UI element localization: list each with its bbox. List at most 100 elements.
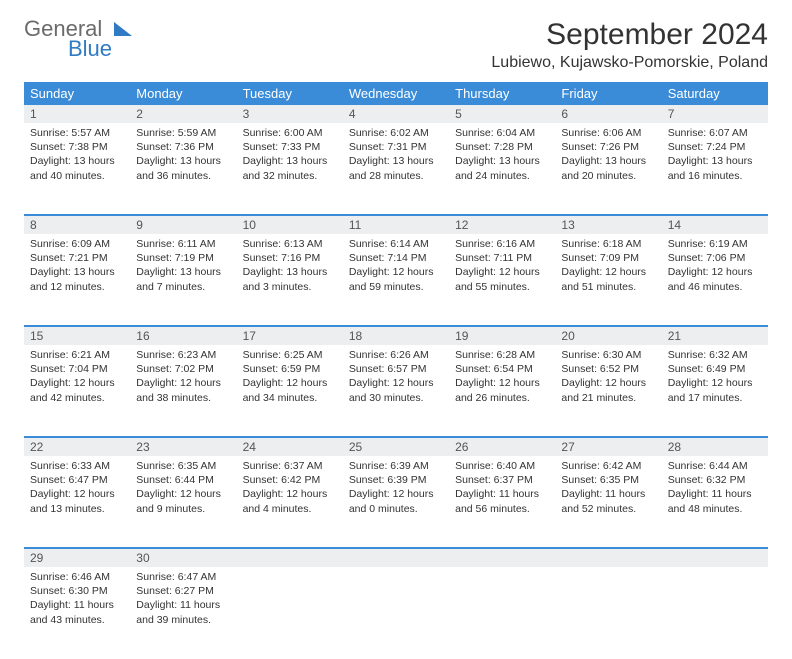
day-number: 2 [130,105,236,123]
sunset-line: Sunset: 7:21 PM [30,251,124,265]
sunrise-line: Sunrise: 5:59 AM [136,126,230,140]
location: Lubiewo, Kujawsko-Pomorskie, Poland [491,54,768,72]
col-header: Tuesday [237,82,343,105]
day-number: 22 [24,438,130,456]
sunrise-line: Sunrise: 6:00 AM [243,126,337,140]
sunset-line: Sunset: 6:32 PM [668,473,762,487]
daylight-line: Daylight: 12 hours and 59 minutes. [349,265,443,293]
day-number: 7 [662,105,768,123]
day-body: Sunrise: 6:26 AMSunset: 6:57 PMDaylight:… [343,345,449,411]
daylight-line: Daylight: 13 hours and 32 minutes. [243,154,337,182]
sunset-line: Sunset: 7:04 PM [30,362,124,376]
title-block: September 2024 Lubiewo, Kujawsko-Pomorsk… [491,18,768,72]
day-number: 16 [130,327,236,345]
daylight-line: Daylight: 12 hours and 21 minutes. [561,376,655,404]
day-number: 30 [130,549,236,567]
day-number: 3 [237,105,343,123]
day-body: Sunrise: 5:57 AMSunset: 7:38 PMDaylight:… [24,123,130,189]
daylight-line: Daylight: 13 hours and 24 minutes. [455,154,549,182]
daylight-line: Daylight: 12 hours and 9 minutes. [136,487,230,515]
sunset-line: Sunset: 6:37 PM [455,473,549,487]
daylight-line: Daylight: 12 hours and 38 minutes. [136,376,230,404]
daylight-line: Daylight: 12 hours and 0 minutes. [349,487,443,515]
sunset-line: Sunset: 6:52 PM [561,362,655,376]
daylight-line: Daylight: 12 hours and 46 minutes. [668,265,762,293]
sunset-line: Sunset: 6:59 PM [243,362,337,376]
day-number: 12 [449,216,555,234]
day-number: 24 [237,438,343,456]
sunrise-line: Sunrise: 6:16 AM [455,237,549,251]
col-header: Thursday [449,82,555,105]
col-header: Friday [555,82,661,105]
col-header: Monday [130,82,236,105]
day-body: Sunrise: 6:00 AMSunset: 7:33 PMDaylight:… [237,123,343,189]
day-body: Sunrise: 6:32 AMSunset: 6:49 PMDaylight:… [662,345,768,411]
day-body: Sunrise: 6:13 AMSunset: 7:16 PMDaylight:… [237,234,343,300]
header: General Blue September 2024 Lubiewo, Kuj… [24,18,768,72]
sunset-line: Sunset: 6:47 PM [30,473,124,487]
day-body: Sunrise: 6:39 AMSunset: 6:39 PMDaylight:… [343,456,449,522]
logo: General Blue [24,18,132,60]
daylight-line: Daylight: 12 hours and 30 minutes. [349,376,443,404]
daylight-line: Daylight: 12 hours and 34 minutes. [243,376,337,404]
day-body: Sunrise: 6:44 AMSunset: 6:32 PMDaylight:… [662,456,768,522]
day-number: 11 [343,216,449,234]
sunrise-line: Sunrise: 6:42 AM [561,459,655,473]
sunrise-line: Sunrise: 5:57 AM [30,126,124,140]
day-body: Sunrise: 6:46 AMSunset: 6:30 PMDaylight:… [24,567,130,633]
logo-text: General Blue [24,18,112,60]
sunrise-line: Sunrise: 6:19 AM [668,237,762,251]
day-number: 26 [449,438,555,456]
month-title: September 2024 [491,18,768,52]
sunset-line: Sunset: 6:35 PM [561,473,655,487]
logo-sail-icon [114,22,132,36]
daylight-line: Daylight: 12 hours and 55 minutes. [455,265,549,293]
sunset-line: Sunset: 7:09 PM [561,251,655,265]
sunrise-line: Sunrise: 6:30 AM [561,348,655,362]
day-body: Sunrise: 6:21 AMSunset: 7:04 PMDaylight:… [24,345,130,411]
sunset-line: Sunset: 7:16 PM [243,251,337,265]
sunrise-line: Sunrise: 6:18 AM [561,237,655,251]
sunset-line: Sunset: 7:26 PM [561,140,655,154]
day-body: Sunrise: 6:40 AMSunset: 6:37 PMDaylight:… [449,456,555,522]
sunrise-line: Sunrise: 6:46 AM [30,570,124,584]
logo-word-blue: Blue [68,38,112,60]
daylight-line: Daylight: 13 hours and 40 minutes. [30,154,124,182]
sunrise-line: Sunrise: 6:44 AM [668,459,762,473]
sunrise-line: Sunrise: 6:28 AM [455,348,549,362]
sunset-line: Sunset: 7:11 PM [455,251,549,265]
sunset-line: Sunset: 7:24 PM [668,140,762,154]
sunset-line: Sunset: 7:02 PM [136,362,230,376]
sunset-line: Sunset: 6:39 PM [349,473,443,487]
daylight-line: Daylight: 11 hours and 39 minutes. [136,598,230,626]
sunrise-line: Sunrise: 6:37 AM [243,459,337,473]
sunset-line: Sunset: 6:27 PM [136,584,230,598]
sunrise-line: Sunrise: 6:07 AM [668,126,762,140]
daylight-line: Daylight: 12 hours and 51 minutes. [561,265,655,293]
sunset-line: Sunset: 7:33 PM [243,140,337,154]
calendar-head: SundayMondayTuesdayWednesdayThursdayFrid… [24,82,768,105]
day-body: Sunrise: 5:59 AMSunset: 7:36 PMDaylight:… [130,123,236,189]
day-number: 25 [343,438,449,456]
col-header: Sunday [24,82,130,105]
day-body: Sunrise: 6:09 AMSunset: 7:21 PMDaylight:… [24,234,130,300]
sunrise-line: Sunrise: 6:11 AM [136,237,230,251]
day-body: Sunrise: 6:35 AMSunset: 6:44 PMDaylight:… [130,456,236,522]
daylight-line: Daylight: 11 hours and 52 minutes. [561,487,655,515]
day-number: 13 [555,216,661,234]
day-number: 29 [24,549,130,567]
sunrise-line: Sunrise: 6:47 AM [136,570,230,584]
day-body: Sunrise: 6:11 AMSunset: 7:19 PMDaylight:… [130,234,236,300]
day-body: Sunrise: 6:02 AMSunset: 7:31 PMDaylight:… [343,123,449,189]
day-body: Sunrise: 6:19 AMSunset: 7:06 PMDaylight:… [662,234,768,300]
sunset-line: Sunset: 7:06 PM [668,251,762,265]
daylight-line: Daylight: 12 hours and 17 minutes. [668,376,762,404]
calendar-table: SundayMondayTuesdayWednesdayThursdayFrid… [24,82,768,659]
day-number: 9 [130,216,236,234]
daylight-line: Daylight: 11 hours and 43 minutes. [30,598,124,626]
daylight-line: Daylight: 13 hours and 16 minutes. [668,154,762,182]
sunset-line: Sunset: 7:31 PM [349,140,443,154]
daylight-line: Daylight: 12 hours and 42 minutes. [30,376,124,404]
daylight-line: Daylight: 12 hours and 13 minutes. [30,487,124,515]
daylight-line: Daylight: 12 hours and 26 minutes. [455,376,549,404]
